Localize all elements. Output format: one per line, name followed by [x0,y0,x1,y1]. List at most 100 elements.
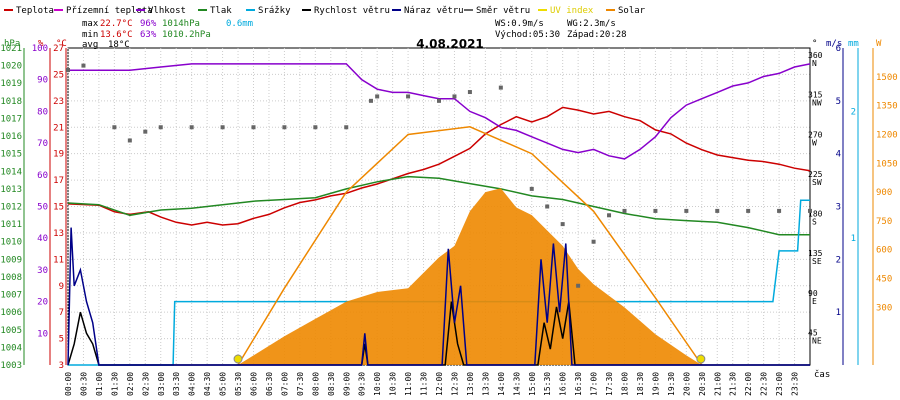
pct-tick: 70 [37,139,48,149]
chart-title: 4.08.2021 [416,37,484,51]
wind-direction-point [545,204,550,209]
dir-tick-name: NW [812,99,822,108]
degc-tick: 3 [59,361,64,371]
x-tick: 04:30 [203,372,212,396]
ms-unit: m/s [826,39,842,49]
sunrise-marker [233,354,243,364]
series-tlak [67,175,810,236]
hpa-tick: 1015 [0,150,22,160]
wind-direction-point [498,85,503,90]
info-sunset: Západ:20:28 [567,30,627,40]
x-tick: 05:30 [234,372,243,396]
wind-direction-point [112,125,117,130]
x-tick: 07:00 [280,372,289,396]
wind-direction-point [622,208,627,213]
hpa-tick: 1019 [0,79,22,89]
hpa-tick: 1018 [0,97,22,107]
pct-tick: 30 [37,266,48,276]
wind-direction-point [189,125,194,130]
series-solar-theoretical [237,126,703,366]
info-sunrise: Východ:05:30 [495,30,560,40]
x-tick: 06:00 [250,372,259,396]
pct-tick: 100 [32,44,48,54]
wind-direction-point [220,125,225,130]
pct-tick: 60 [37,171,48,181]
ms-tick: 2 [836,255,841,265]
wind-direction-point [368,98,373,103]
x-tick: 12:00 [435,372,444,396]
legend-label-5: Rychlost větru [314,6,390,16]
w-unit: W [876,39,882,49]
hpa-tick: 1004 [0,343,22,353]
hpa-tick: 1020 [0,62,22,72]
dir-tick-name: W [812,138,817,147]
series-n-raz-v-tru [67,227,810,366]
dir-tick-name: SE [812,257,822,266]
degc-tick: 11 [53,255,64,265]
hpa-tick: 1005 [0,326,22,336]
x-tick: 01:30 [110,372,119,396]
x-tick: 02:00 [126,372,135,396]
ms-tick: 3 [836,203,841,213]
hpa-tick: 1014 [0,167,22,177]
wind-direction-point [467,90,472,95]
x-tick: 11:30 [420,372,429,396]
x-tick: 19:00 [651,372,660,396]
x-tick: 14:30 [512,372,521,396]
x-tick: 14:00 [497,372,506,396]
x-tick: 01:00 [95,372,104,396]
x-tick: 00:00 [64,372,73,396]
hpa-tick: 1008 [0,273,22,283]
pct-tick: 50 [37,203,48,213]
info-ws: WS:0.9m/s [495,19,544,29]
dir-tick-deg: 45 [808,328,818,337]
x-tick: 09:00 [342,372,351,396]
wind-direction-point [560,222,565,227]
wind-direction-point [715,208,720,213]
legend-label-3: Tlak [210,6,232,16]
stat-max-rain: 0.6mm [226,19,253,29]
legend-label-9: Solar [618,6,646,16]
x-tick: 21:00 [713,372,722,396]
mm-unit: mm [848,39,859,49]
legend-label-1: Přízemní teplota [66,6,153,16]
x-axis-label: čas [814,369,830,380]
x-tick: 23:00 [775,372,784,396]
hpa-tick: 1012 [0,203,22,213]
degc-tick: 23 [53,97,64,107]
degc-tick: 19 [53,150,64,160]
x-tick: 05:00 [219,372,228,396]
hpa-tick: 1003 [0,361,22,371]
pct-tick: 90 [37,76,48,86]
wind-direction-point [437,98,441,103]
x-tick: 17:30 [605,372,614,396]
wind-direction-point [143,129,148,134]
degc-tick: 27 [53,44,64,54]
w-tick: 450 [876,275,892,285]
x-tick: 03:30 [172,372,181,396]
hpa-tick: 1013 [0,185,22,195]
wind-direction-point [344,125,349,130]
degc-tick: 9 [59,282,64,292]
series-solar-area [238,188,702,365]
wind-direction-point [452,94,457,99]
hpa-tick: 1016 [0,132,22,142]
hpa-tick: 1021 [0,44,22,54]
wind-direction-point [158,125,163,130]
wind-direction-point [406,94,411,99]
stat-max-temp: 22.7°C [100,19,133,29]
dir-tick-name: N [812,59,817,68]
hpa-tick: 1009 [0,255,22,265]
x-tick: 00:30 [79,372,88,396]
dir-tick-deg: 180 [808,210,823,219]
degc-unit: °C [56,39,67,49]
degc-tick: 7 [59,308,64,318]
legend-label-8: UV index [550,6,594,16]
series-sr-ky [68,199,810,366]
x-tick: 17:00 [590,372,599,396]
dir-tick-deg: 360 [808,51,823,60]
hpa-tick: 1006 [0,308,22,318]
pct-tick: 10 [37,329,48,339]
hpa-tick: 1010 [0,238,22,248]
